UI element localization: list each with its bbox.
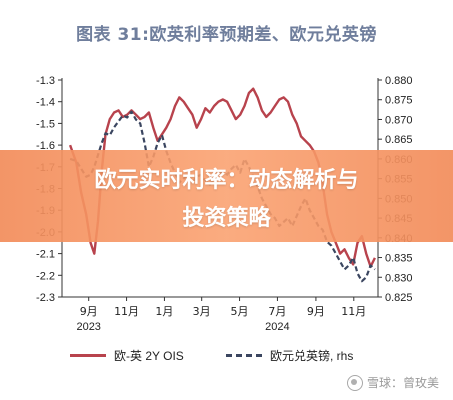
overlay-headline-line-1: 欧元实时利率：动态解析与 xyxy=(94,168,359,193)
snowball-logo-icon xyxy=(346,374,363,391)
y-right-tick-label: 0.880 xyxy=(385,75,413,87)
x-tick-label: 1月 xyxy=(155,305,173,318)
legend-label-ois: 欧-英 2Y OIS xyxy=(114,349,184,363)
x-year-label: 2024 xyxy=(265,321,289,333)
x-tick-label: 3月 xyxy=(193,305,211,318)
chart-legend: 欧-英 2Y OIS 欧元兑英镑, rhs xyxy=(0,347,453,367)
y-left-tick-label: -1.5 xyxy=(36,118,55,130)
watermark-text: 雪球：曾玫美 xyxy=(366,376,439,390)
legend-item-fx: 欧元兑英镑, rhs xyxy=(226,347,353,364)
y-left-tick-label: -2.2 xyxy=(36,270,55,282)
y-left-tick-label: -1.4 xyxy=(36,97,55,109)
y-right-tick-label: 0.835 xyxy=(385,253,413,265)
y-left-tick-label: -1.6 xyxy=(36,140,55,152)
x-tick-label: 7月 xyxy=(268,305,286,318)
legend-swatch-ois xyxy=(70,354,106,357)
x-year-label: 2023 xyxy=(76,321,100,333)
y-right-tick-label: 0.825 xyxy=(385,292,413,304)
y-left-tick-label: -2.3 xyxy=(36,292,55,304)
chart-title: 图表 31:欧英利率预期差、欧元兑英镑 xyxy=(76,25,377,45)
overlay-headline-line-2: 投资策略 xyxy=(182,206,271,231)
y-right-tick-label: 0.865 xyxy=(385,134,413,146)
x-tick-label: 11月 xyxy=(114,305,139,318)
legend-item-ois: 欧-英 2Y OIS xyxy=(70,347,184,364)
y-right-tick-label: 0.870 xyxy=(385,114,413,126)
y-right-tick-label: 0.875 xyxy=(385,95,413,107)
legend-label-fx: 欧元兑英镑, rhs xyxy=(270,349,354,363)
legend-swatch-fx xyxy=(226,354,262,357)
x-tick-label: 9月 xyxy=(80,305,98,318)
overlay-banner xyxy=(0,150,453,242)
x-tick-label: 5月 xyxy=(231,305,249,318)
y-left-tick-label: -2.1 xyxy=(36,249,55,261)
x-tick-label: 9月 xyxy=(307,305,325,318)
x-tick-label: 11月 xyxy=(341,305,366,318)
watermark: 雪球：曾玫美 xyxy=(346,374,439,391)
y-right-tick-label: 0.830 xyxy=(385,272,413,284)
y-left-tick-label: -1.3 xyxy=(36,75,55,87)
